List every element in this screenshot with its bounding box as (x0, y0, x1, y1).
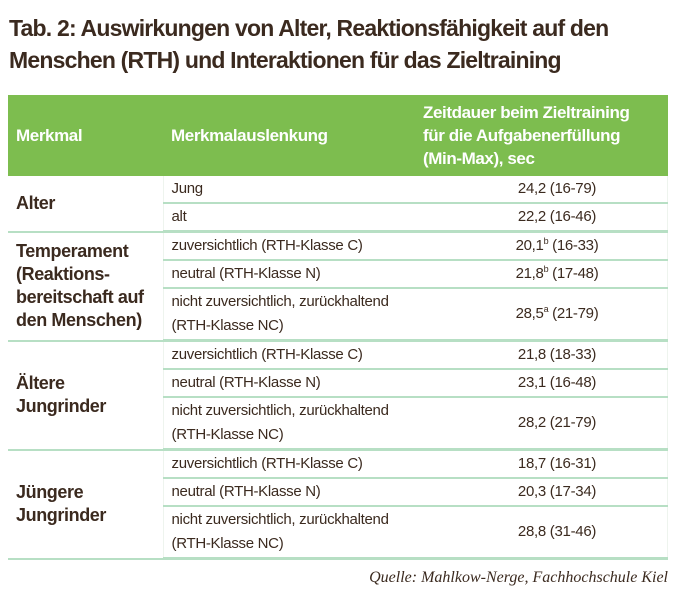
table-row: nicht zuversichtlich, zurückhaltend (RTH-… (8, 506, 668, 560)
duration-cell: 22,2 (16-46) (415, 203, 668, 233)
group-label: Temperament (Reaktions-bereitschaft auf de… (8, 231, 163, 342)
duration-mean: 28,2 (517, 414, 546, 431)
table-row: neutral (RTH-Klasse N) 21,8b (17-48) (8, 260, 668, 289)
duration-cell: 21,8 (18-33) (415, 340, 668, 370)
duration-cell: 28,8 (31-46) (415, 506, 668, 560)
table-row: Ältere Jungrinder zuversichtlich (RTH-Klas… (8, 340, 668, 451)
characteristic-cell: Jung (162, 176, 415, 204)
characteristic-cell: zuversichtlich (RTH-Klasse C) (162, 340, 415, 370)
results-table: Merkmal Merkmalauslenkung Zeitdauer beim… (8, 95, 668, 560)
header-merkmalauslenkung: Merkmalauslenkung (163, 95, 415, 176)
duration-range: (31-46) (549, 523, 597, 540)
source-note: Quelle: Mahlkow-Nerge, Fachhochschule Ki… (369, 569, 668, 586)
header-zeitdauer: Zeitdauer beim Zieltraining für die Aufg… (415, 95, 668, 176)
characteristic-line: (RTH-Klasse NC) (171, 535, 284, 552)
table-row: Alter Jung 24,2 (16-79) (8, 176, 668, 233)
characteristic-line: (RTH-Klasse NC) (171, 317, 284, 334)
duration-range: (16-48) (549, 374, 597, 391)
table-row: neutral (RTH-Klasse N) 20,3 (17-34) (8, 478, 668, 507)
characteristic-line: zuversichtlich (RTH-Klasse C) (171, 237, 363, 254)
duration-cell: 18,7 (16-31) (415, 449, 668, 479)
duration-range: (17-34) (549, 483, 597, 500)
characteristic-line: nicht zuversichtlich, zurückhaltend (171, 293, 389, 310)
duration-cell: 20,1b (16-33) (415, 231, 668, 261)
title-line-2: Menschen (RTH) und Interaktionen für das… (9, 47, 562, 73)
duration-mean: 20,3 (517, 483, 546, 500)
group-label-line: (Reaktions- (16, 264, 110, 284)
characteristic-cell: nicht zuversichtlich, zurückhaltend (RTH-… (162, 506, 415, 560)
group-label-line: Temperament (16, 241, 129, 261)
duration-range: (16-79) (549, 180, 597, 197)
characteristic-line: neutral (RTH-Klasse N) (171, 374, 321, 391)
duration-cell: 23,1 (16-48) (415, 369, 668, 398)
characteristic-cell: nicht zuversichtlich, zurückhaltend (RTH-… (162, 288, 415, 342)
duration-range: (16-31) (549, 455, 597, 472)
characteristic-cell: nicht zuversichtlich, zurückhaltend (RTH-… (162, 397, 415, 451)
characteristic-line: (RTH-Klasse NC) (171, 426, 284, 443)
group-label-line: Jüngere (16, 482, 84, 502)
header-zeitdauer-line-2: für die Aufgabenerfüllung (423, 126, 621, 145)
duration-cell: 28,5a (21-79) (415, 288, 668, 342)
duration-mean: 24,2 (517, 180, 546, 197)
group-label-line: Alter (16, 192, 56, 213)
duration-cell: 24,2 (16-79) (415, 176, 668, 204)
page: Tab. 2: Auswirkungen von Alter, Reaktion… (8, 12, 668, 586)
duration-mean: 20,1 (515, 237, 544, 254)
duration-cell: 20,3 (17-34) (415, 478, 668, 507)
duration-mean: 21,8 (517, 346, 546, 363)
duration-mean: 28,8 (517, 523, 546, 540)
header-merkmal: Merkmal (8, 95, 163, 176)
table-row: nicht zuversichtlich, zurückhaltend (RTH-… (8, 288, 668, 342)
characteristic-cell: neutral (RTH-Klasse N) (162, 478, 415, 507)
characteristic-line: nicht zuversichtlich, zurückhaltend (171, 402, 389, 419)
duration-mean: 28,5 (515, 305, 544, 322)
characteristic-cell: zuversichtlich (RTH-Klasse C) (162, 449, 415, 479)
group-label: Alter (8, 176, 163, 233)
table-row: alt 22,2 (16-46) (8, 203, 668, 233)
header-zeitdauer-line-1: Zeitdauer beim Zieltraining (423, 103, 630, 122)
duration-mean: 18,7 (517, 455, 546, 472)
characteristic-line: nicht zuversichtlich, zurückhaltend (171, 511, 389, 528)
table-row: neutral (RTH-Klasse N) 23,1 (16-48) (8, 369, 668, 398)
group-label: Ältere Jungrinder (8, 340, 163, 451)
table-row: Jüngere Jungrinder zuversichtlich (RTH-Kla… (8, 449, 668, 560)
group-label-line: Ältere (16, 373, 65, 393)
header-zeitdauer-line-3: (Min-Max), sec (423, 149, 535, 168)
characteristic-cell: alt (162, 203, 415, 233)
duration-cell: 28,2 (21-79) (415, 397, 668, 451)
duration-range: (18-33) (549, 346, 597, 363)
group-label: Jüngere Jungrinder (8, 449, 163, 560)
characteristic-cell: neutral (RTH-Klasse N) (162, 260, 415, 289)
significance-mark: b (543, 236, 549, 246)
duration-mean: 22,2 (517, 208, 546, 225)
group-label-line: Jungrinder (16, 396, 107, 416)
characteristic-cell: neutral (RTH-Klasse N) (162, 369, 415, 398)
characteristic-line: zuversichtlich (RTH-Klasse C) (171, 346, 363, 363)
header-row: Merkmal Merkmalauslenkung Zeitdauer beim… (8, 95, 668, 176)
duration-cell: 21,8b (17-48) (415, 260, 668, 289)
characteristic-line: neutral (RTH-Klasse N) (171, 483, 321, 500)
characteristic-line: Jung (171, 180, 204, 197)
table-title: Tab. 2: Auswirkungen von Alter, Reaktion… (8, 12, 668, 76)
table-body: Alter Jung 24,2 (16-79) alt 22,2 (16-46) Temp… (8, 176, 668, 560)
duration-range: (21-79) (549, 414, 597, 431)
title-line-1: Tab. 2: Auswirkungen von Alter, Reaktion… (9, 15, 609, 41)
group-label-line: den Menschen) (16, 310, 142, 330)
duration-range: (16-33) (552, 237, 599, 254)
characteristic-line: alt (171, 208, 187, 225)
significance-mark: b (543, 264, 549, 274)
duration-range: (16-46) (549, 208, 597, 225)
characteristic-cell: zuversichtlich (RTH-Klasse C) (162, 231, 415, 261)
group-label-line: bereitschaft auf (16, 287, 144, 307)
group-label-line: Jungrinder (16, 505, 107, 525)
duration-range: (17-48) (552, 265, 599, 282)
characteristic-line: zuversichtlich (RTH-Klasse C) (171, 455, 363, 472)
duration-mean: 21,8 (515, 265, 544, 282)
table-row: Temperament (Reaktions-bereitschaft auf de… (8, 231, 668, 342)
significance-mark: a (543, 304, 549, 314)
characteristic-line: neutral (RTH-Klasse N) (171, 265, 321, 282)
duration-range: (21-79) (552, 305, 599, 322)
duration-mean: 23,1 (517, 374, 546, 391)
table-row: nicht zuversichtlich, zurückhaltend (RTH-… (8, 397, 668, 451)
